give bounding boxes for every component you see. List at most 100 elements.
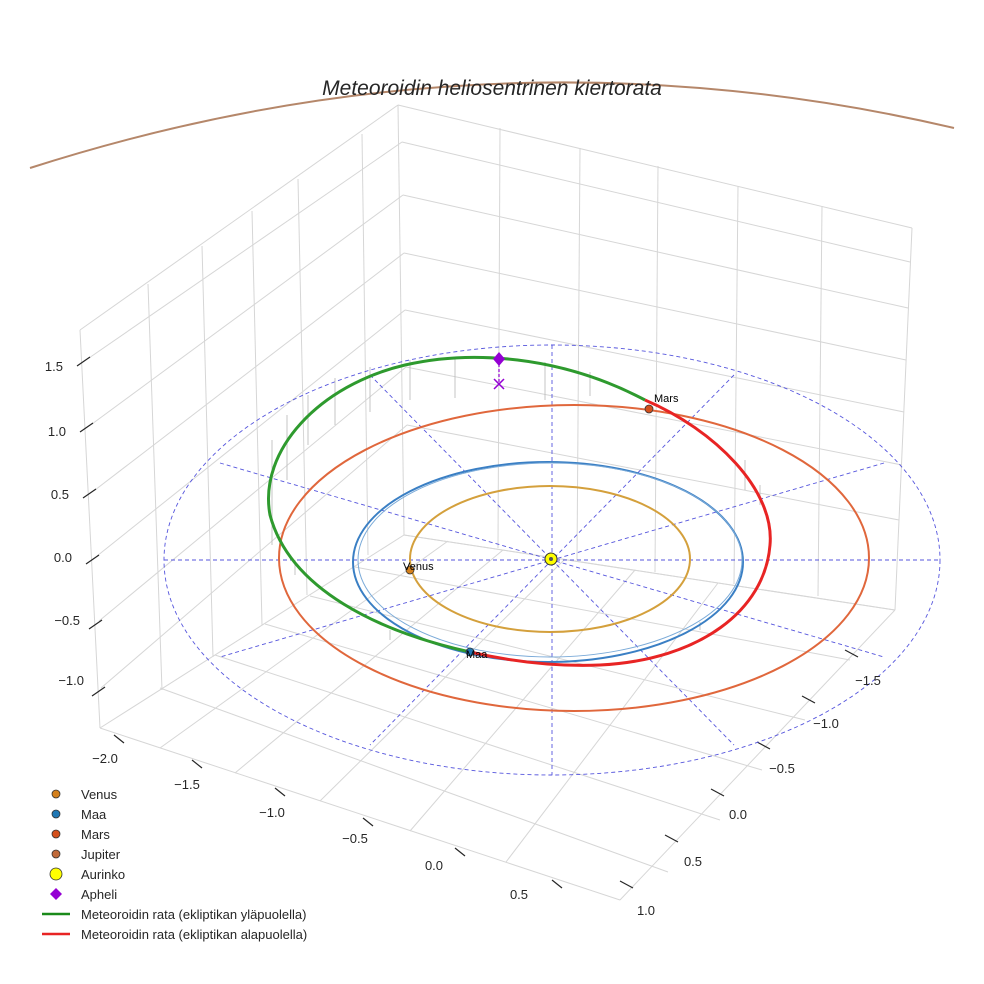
maa-orbit-inner — [357, 462, 743, 658]
x-tick-mark — [113, 734, 125, 744]
legend-label-apheli: Apheli — [81, 887, 117, 902]
venus-marker — [405, 565, 415, 575]
grid-line — [309, 595, 806, 721]
grid-line — [409, 569, 636, 832]
chart-title: Meteoroidin heliosentrinen kiertorata — [322, 77, 662, 100]
x-tick-mark — [551, 879, 563, 889]
legend-label-mars: Mars — [81, 827, 110, 842]
grid-line — [497, 127, 501, 549]
grid-line — [406, 424, 900, 521]
grid-line — [894, 227, 913, 611]
x-tick-mark — [274, 787, 286, 797]
y-tick-label: −1.5 — [855, 673, 881, 688]
grid-line — [403, 252, 907, 361]
x-tick-label: 0.0 — [425, 858, 443, 873]
grid-line — [264, 623, 763, 771]
aphelion-marker — [493, 352, 505, 366]
grid-line — [96, 309, 406, 557]
maa-orbit — [352, 461, 744, 663]
y-tick-label: 0.0 — [729, 807, 747, 822]
grid-line — [201, 245, 214, 658]
z-tick-label: 1.0 — [48, 424, 66, 439]
grid-line — [214, 654, 721, 821]
y-tick-mark — [801, 695, 816, 704]
legend-label-venus: Venus — [81, 787, 118, 802]
grid-line — [99, 727, 621, 901]
grid-line — [297, 178, 308, 596]
maa-marker — [465, 647, 475, 657]
meteoroid-path-above — [267, 355, 646, 654]
jupiter-orbit — [29, 81, 955, 169]
legend-marker-maa — [51, 809, 61, 819]
grid-line — [505, 582, 719, 863]
grid-line — [403, 534, 896, 611]
grid-line — [576, 147, 581, 561]
z-tick-mark — [82, 488, 97, 499]
z-tick-mark — [85, 554, 100, 565]
y-tick-mark — [756, 741, 771, 750]
legend-marker-venus — [51, 789, 61, 799]
venus-label: Venus — [403, 561, 434, 573]
axis-ticks — [76, 356, 859, 889]
grid-line — [817, 205, 823, 597]
grid-line — [79, 104, 399, 331]
grid-line — [251, 210, 263, 626]
x-tick-mark — [454, 847, 466, 857]
x-tick-label: −1.5 — [174, 777, 200, 792]
grid-line — [88, 141, 403, 359]
y-tick-mark — [619, 880, 634, 889]
legend-marker-aurinko — [49, 867, 63, 881]
grid-line — [100, 105, 398, 728]
x-tick-label: −0.5 — [342, 831, 368, 846]
y-tick-label: −1.0 — [813, 716, 839, 731]
x-tick-label: 0.5 — [510, 887, 528, 902]
grid-line — [91, 194, 404, 425]
z-tick-label: 1.5 — [45, 359, 63, 374]
mars-orbit — [278, 404, 870, 712]
z-tick-mark — [79, 422, 94, 433]
pane-grid — [79, 104, 913, 901]
x-tick-mark — [191, 759, 203, 769]
grid-line — [234, 549, 504, 774]
legend-label-above: Meteoroidin rata (ekliptikan yläpuolella… — [81, 907, 306, 922]
aphelion-projection-marker — [493, 378, 505, 390]
grid-line — [319, 558, 566, 802]
legend-marker-jupiter — [51, 849, 61, 859]
grid-line — [401, 141, 911, 263]
grid-line — [147, 283, 163, 691]
legend-marker-mars — [51, 829, 61, 839]
grid-line — [397, 104, 405, 536]
x-tick-mark — [362, 817, 374, 827]
legend-label-below: Meteoroidin rata (ekliptikan alapuolella… — [81, 927, 307, 942]
grid-line — [654, 165, 659, 573]
mars-label: Mars — [654, 393, 679, 405]
grid-line — [79, 329, 101, 729]
legend-label-jupiter: Jupiter — [81, 847, 121, 862]
legend-marker-apheli — [50, 888, 62, 900]
z-tick-mark — [91, 686, 106, 697]
z-tick-label: −0.5 — [54, 613, 80, 628]
x-tick-label: −1.0 — [259, 805, 285, 820]
venus-orbit — [409, 485, 691, 633]
grid-line — [619, 609, 896, 901]
z-tick-label: −1.0 — [58, 673, 84, 688]
grid-line — [397, 104, 913, 229]
y-tick-mark — [710, 788, 725, 797]
z-tick-mark — [88, 619, 103, 630]
y-tick-mark — [664, 834, 679, 843]
z-tick-label: 0.5 — [51, 487, 69, 502]
legend: Venus Maa Mars Jupiter Aurinko Apheli Me… — [42, 787, 307, 942]
grid-line — [361, 133, 369, 556]
y-tick-label: 1.0 — [637, 903, 655, 918]
grid-line — [402, 194, 909, 309]
grid-line — [94, 252, 405, 491]
grid-line — [98, 366, 407, 622]
grid-line — [733, 185, 739, 585]
grid-line — [100, 424, 408, 689]
meteoroid-path-below — [469, 398, 772, 667]
grid-line — [354, 566, 851, 661]
legend-label-maa: Maa — [81, 807, 107, 822]
z-tick-label: 0.0 — [54, 550, 72, 565]
maa-label: Maa — [466, 649, 488, 661]
z-tick-mark — [76, 356, 91, 367]
